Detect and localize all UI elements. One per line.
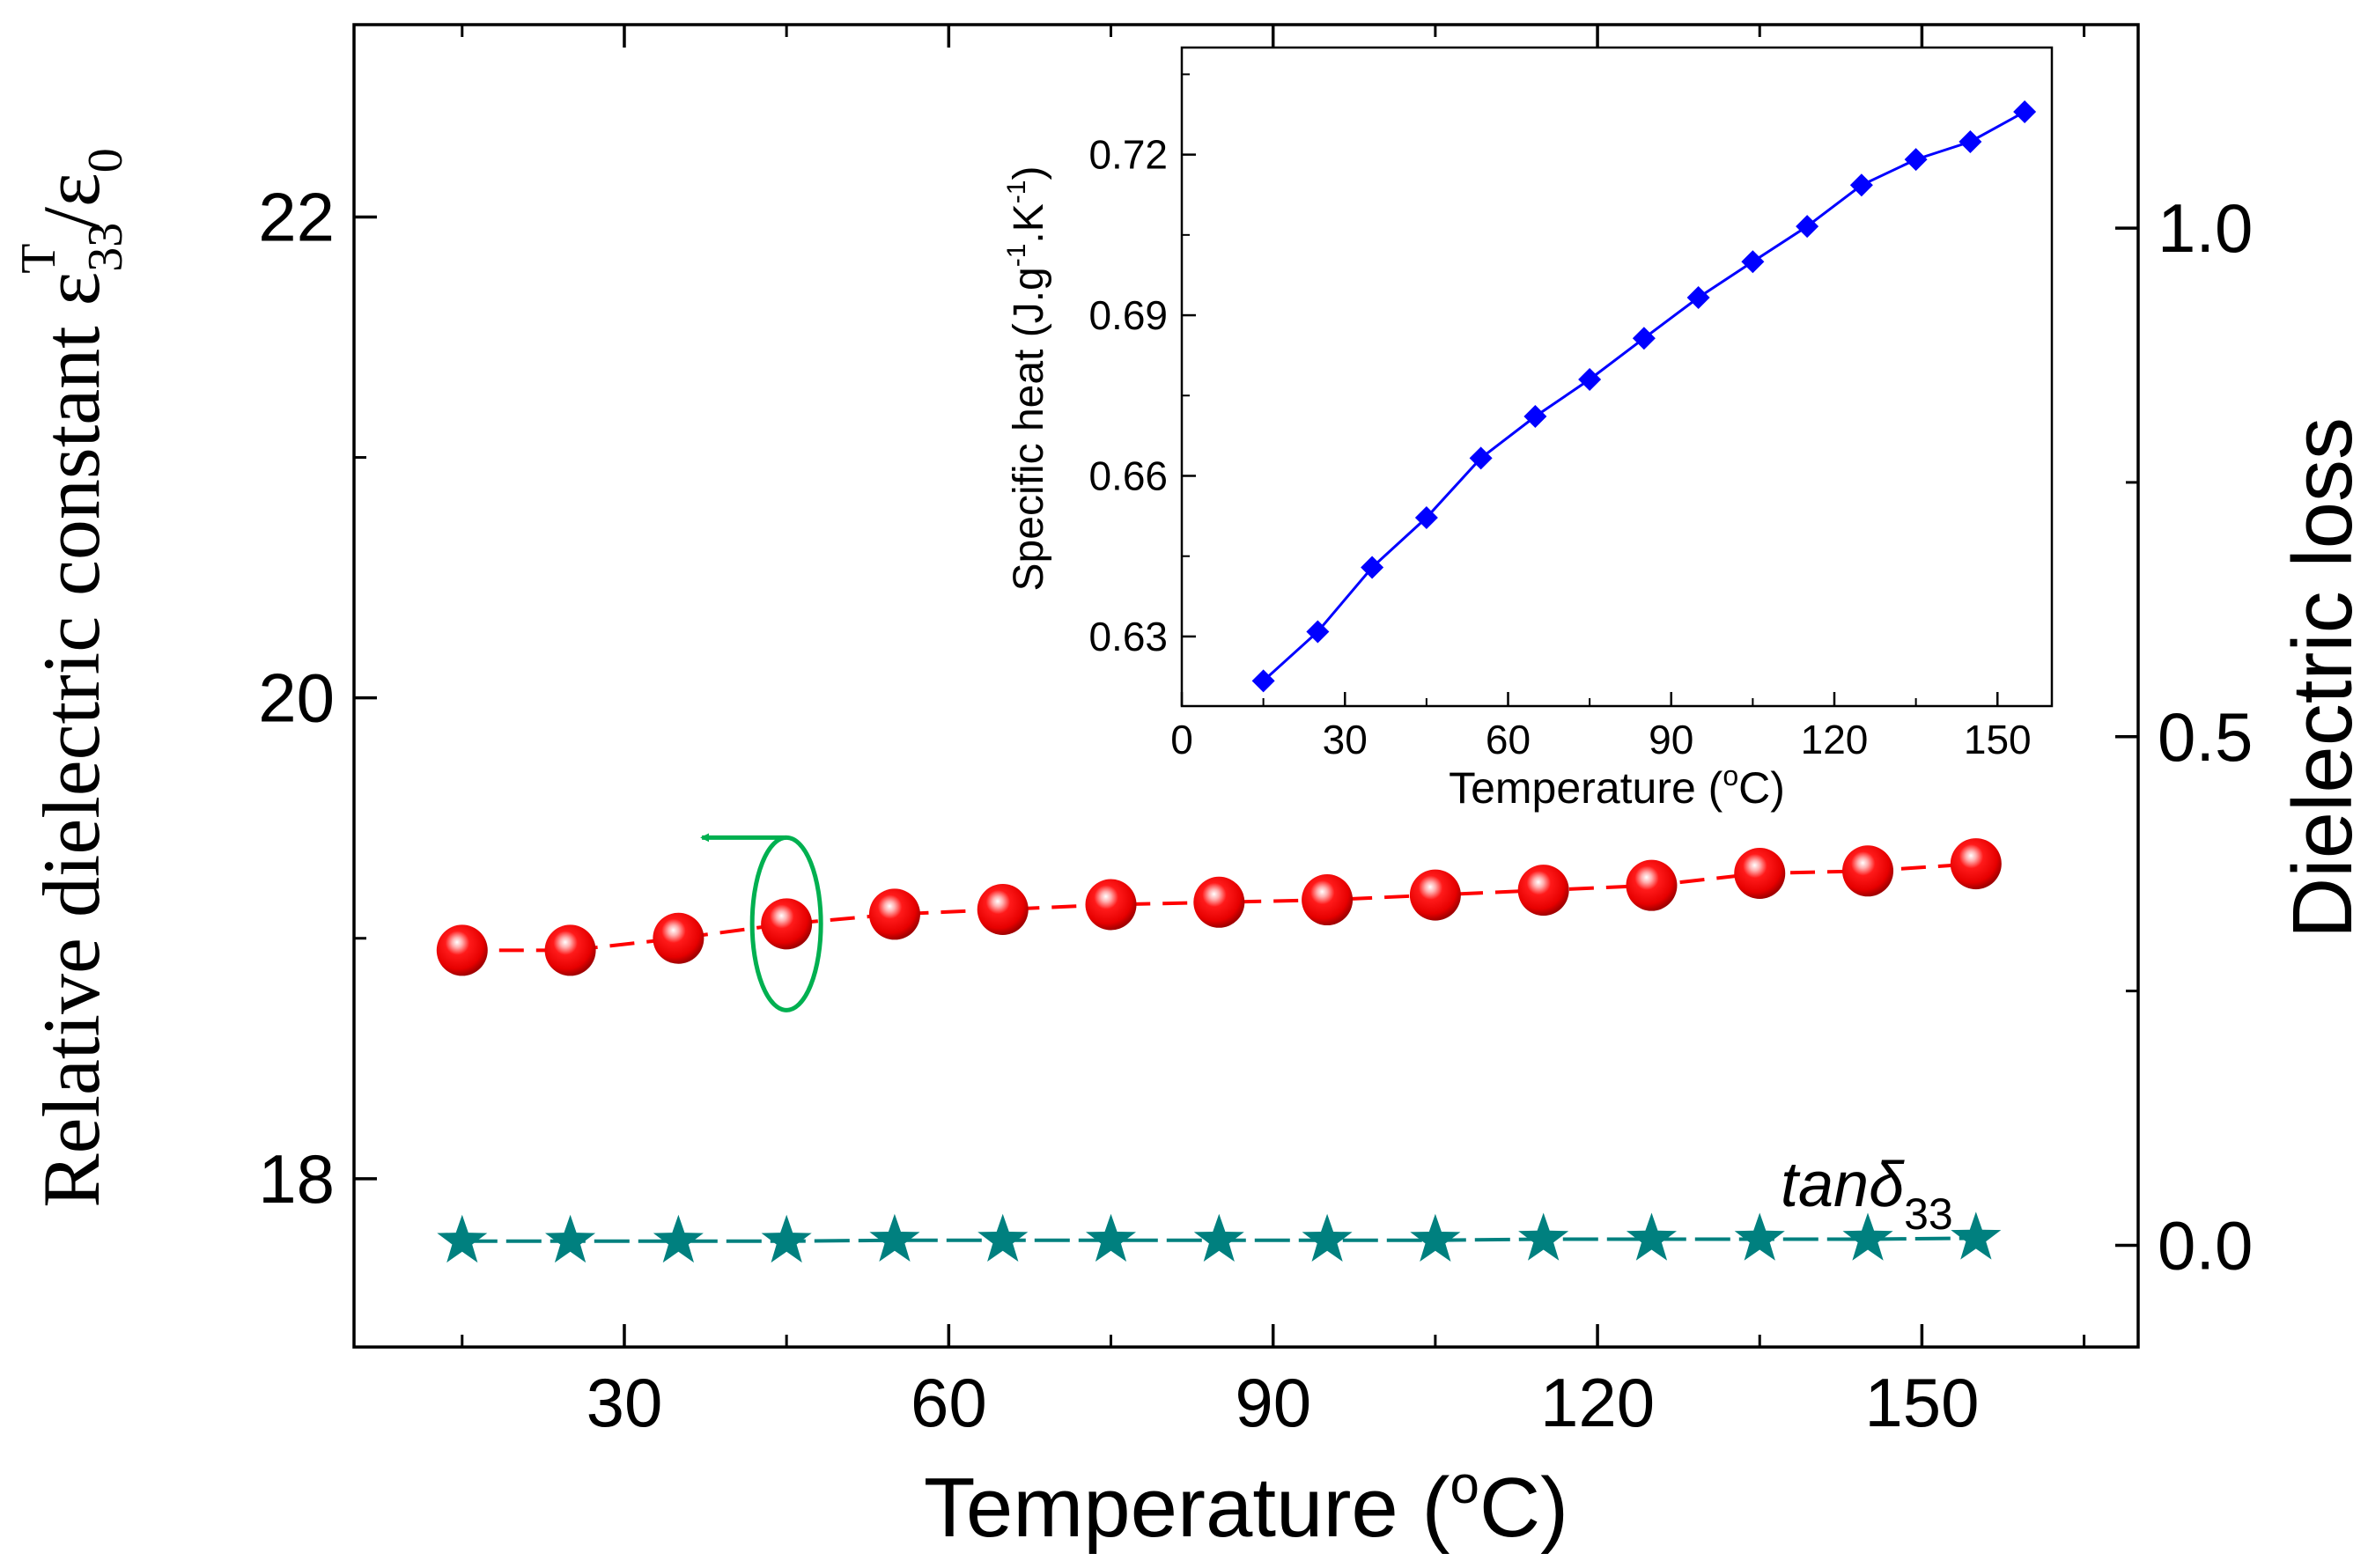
specific-heat-line: [1262, 110, 2025, 682]
inset-x-tick-label: 60: [1486, 717, 1531, 762]
dielectric-loss-point: [1086, 1213, 1136, 1262]
y-left-tick-label: 18: [258, 1140, 335, 1218]
dielectric-loss-point: [1734, 1212, 1785, 1261]
inset-x-tick-label: 150: [1964, 717, 2032, 762]
inset-x-title-text: Temperature (: [1449, 763, 1723, 813]
x-axis-title-text: Temperature (: [924, 1461, 1450, 1555]
inset-y-title-text: Specific heat (J.g: [1006, 267, 1052, 591]
dielectric-loss-point: [1518, 1212, 1569, 1261]
x-axis-title-unit: C): [1479, 1461, 1568, 1555]
inset-x-tick-label: 120: [1801, 717, 1869, 762]
dielectric-loss-point: [1842, 1212, 1893, 1261]
plot-frame: [352, 23, 2140, 1349]
tan-delta-annotation: tanδ33: [1781, 1150, 1953, 1239]
x-axis-title-degree: o: [1450, 1455, 1479, 1514]
specific-heat-point: [2013, 99, 2037, 123]
specific-heat-point: [1904, 148, 1928, 172]
dielectric-constant-point: [1842, 845, 1894, 897]
inset-x-tick-label: 30: [1323, 717, 1368, 762]
dielectric-constant-point: [868, 888, 920, 940]
dielectric-loss-point: [1626, 1212, 1677, 1261]
dielectric-loss-point: [869, 1213, 920, 1262]
y-right-axis-title: Dielectric loss: [2276, 417, 2368, 939]
dielectric-constant-point: [1085, 879, 1137, 931]
dielectric-constant-point: [1734, 848, 1786, 900]
y-left-axis-title: Relative dielectric constant ε33 T/ε0: [11, 148, 133, 1207]
specific-heat-point: [1796, 215, 1819, 239]
inset-plot: 0 30 60 90 120 150 0.63 0.66 0.69 0.72 Temperature…: [1002, 46, 2054, 813]
dielectric-loss-point: [1410, 1213, 1461, 1262]
inset-y-tick-label: 0.66: [1088, 453, 1168, 499]
inset-y-title-sup1: -1: [1002, 244, 1031, 268]
y-left-tick-label: 22: [258, 178, 335, 255]
specific-heat-point: [1414, 505, 1438, 529]
dielectric-constant-point: [1517, 865, 1569, 917]
x-tick-label: 150: [1864, 1364, 1979, 1441]
specific-heat-point: [1632, 327, 1656, 350]
specific-heat-point: [1251, 669, 1275, 693]
specific-heat-point: [1361, 556, 1384, 579]
x-tick-label: 90: [1235, 1364, 1311, 1441]
dielectric-loss-point: [761, 1214, 812, 1263]
y-left-title-tail: /ε: [26, 173, 116, 229]
dielectric-constant-point: [1193, 876, 1245, 928]
dielectric-loss-point: [1302, 1213, 1353, 1262]
specific-heat-point: [1469, 446, 1493, 470]
dielectric-constant-point: [761, 898, 813, 950]
inset-y-title-tail: ): [1006, 166, 1052, 180]
dielectric-constant-point: [977, 883, 1029, 935]
dielectric-loss-point: [437, 1214, 488, 1263]
inset-y-title-sup2: -1: [1002, 180, 1031, 204]
x-axis-title: Temperature (oC): [924, 1455, 1568, 1555]
inset-y-axis-title: Specific heat (J.g-1.K-1): [1002, 166, 1052, 592]
y-left-tick-label: 20: [258, 659, 335, 737]
inset-x-tick-label: 90: [1649, 717, 1693, 762]
inset-x-axis-title: Temperature (oC): [1449, 760, 1785, 813]
main-plot: 30 60 90 120 150 18 20 22 0.0 0.5 1.0 Temperature (…: [11, 23, 2368, 1555]
specific-heat-point: [1686, 285, 1710, 309]
specific-heat-point: [1849, 173, 1873, 197]
specific-heat-point: [1741, 250, 1765, 274]
y-left-title-sub: 33: [78, 223, 133, 272]
dielectric-constant-point: [1626, 859, 1678, 911]
dielectric-constant-point: [1409, 869, 1461, 921]
x-tick-label: 120: [1540, 1364, 1655, 1441]
dielectric-loss-point: [1193, 1213, 1244, 1262]
x-tick-label: 60: [911, 1364, 987, 1441]
dielectric-constant-point: [1950, 838, 2002, 890]
dielectric-loss-point: [653, 1214, 704, 1263]
dielectric-constant-point: [1302, 874, 1354, 926]
tan-delta-sub: 33: [1904, 1189, 1953, 1239]
specific-heat-point: [1578, 368, 1602, 392]
inset-x-title-degree: o: [1723, 760, 1738, 791]
inset-y-tick-label: 0.63: [1088, 614, 1168, 659]
inset-y-tick-label: 0.72: [1088, 132, 1168, 178]
dielectric-loss-point: [1951, 1211, 2002, 1260]
inset-frame: [1180, 46, 2054, 708]
specific-heat-point: [1523, 405, 1547, 429]
y-left-title-sup: T: [11, 243, 66, 273]
y-left-title-sub2: 0: [78, 148, 133, 173]
dielectric-loss-point: [977, 1213, 1029, 1262]
inset-y-tick-label: 0.69: [1088, 292, 1168, 338]
dielectric-loss-point: [545, 1214, 596, 1263]
y-right-tick-label: 0.5: [2158, 698, 2253, 776]
dielectric-constant-point: [544, 924, 596, 976]
inset-y-title-mid: .K: [1006, 203, 1052, 243]
y-left-title-text: Relative dielectric constant ε: [26, 272, 116, 1208]
dielectric-constant-point: [436, 924, 488, 976]
specific-heat-point: [1306, 620, 1330, 644]
tan-delta-text: tanδ: [1781, 1150, 1905, 1220]
specific-heat-point: [1959, 130, 1982, 154]
dielectric-constant-point: [653, 912, 704, 964]
inset-x-tick-label: 0: [1170, 717, 1193, 762]
y-right-tick-label: 0.0: [2158, 1206, 2253, 1284]
y-right-tick-label: 1.0: [2158, 189, 2253, 267]
inset-x-title-unit: C): [1738, 763, 1785, 813]
x-tick-label: 30: [586, 1364, 663, 1441]
